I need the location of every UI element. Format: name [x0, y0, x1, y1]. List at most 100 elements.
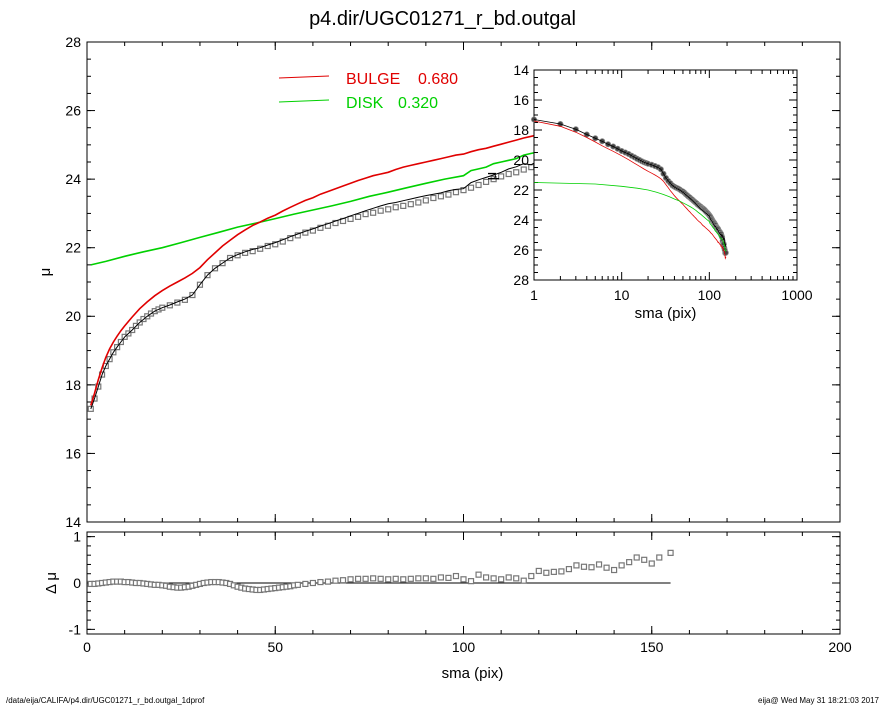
- inset-ytick-label: 26: [513, 242, 529, 258]
- residual-point: [543, 569, 550, 576]
- residual-point: [324, 578, 332, 585]
- inset-panel: 1 10 100 1000 14 16 18 20 22 24 26 28 sma (pix) μ: [483, 62, 813, 322]
- residual-point: [370, 575, 377, 582]
- observed-point: [362, 211, 369, 218]
- inset-ytick-label: 28: [513, 272, 529, 288]
- residual-point: [309, 579, 316, 587]
- observed-point: [377, 207, 384, 214]
- residual-point: [550, 568, 557, 575]
- residual-point: [580, 563, 588, 570]
- residual-point: [482, 574, 490, 581]
- observed-point: [317, 224, 324, 231]
- inset-ytick-label: 20: [513, 152, 529, 168]
- residual-point: [407, 575, 414, 582]
- main-ytick-label: 20: [65, 308, 81, 324]
- residual-point: [452, 572, 460, 580]
- residual-point: [302, 580, 309, 588]
- observed-point: [415, 199, 422, 206]
- inset-xtick-label: 100: [698, 287, 722, 303]
- observed-point: [445, 191, 452, 198]
- residual-point: [573, 562, 580, 569]
- observed-point: [482, 178, 490, 185]
- residual-xtick-label: 100: [452, 639, 476, 655]
- observed-point: [475, 181, 482, 189]
- residual-point: [437, 574, 445, 581]
- residual-point: [656, 554, 663, 561]
- legend-line: [278, 99, 330, 103]
- residual-point: [415, 575, 422, 582]
- residual-point: [565, 565, 573, 573]
- main-ytick-label: 26: [65, 102, 81, 118]
- main-ytick-label: 18: [65, 377, 81, 393]
- observed-point: [498, 173, 505, 180]
- residual-point: [498, 576, 505, 583]
- residual-xtick-label: 200: [828, 639, 852, 655]
- residual-point: [475, 571, 482, 578]
- residual-point: [339, 577, 347, 584]
- residual-xtick-label: 150: [640, 639, 664, 655]
- legend-line: [278, 75, 330, 79]
- residual-point: [467, 578, 475, 585]
- residual-xtick-label: 0: [83, 639, 91, 655]
- inset-xtick-label: 10: [614, 287, 630, 303]
- residual-point: [460, 576, 467, 583]
- residual-point: [377, 575, 384, 582]
- observed-point: [528, 164, 535, 171]
- legend-label: BULGE: [346, 71, 400, 88]
- observed-point: [437, 193, 445, 200]
- observed-point: [249, 248, 256, 255]
- inset-xtick-label: 1: [530, 287, 538, 303]
- main-ytick-label: 16: [65, 445, 81, 461]
- residual-point: [445, 574, 452, 582]
- legend-value: 0.320: [398, 95, 438, 112]
- inset-xtick-label: 1000: [781, 287, 812, 303]
- main-ytick-label: 24: [65, 171, 81, 187]
- residual-point: [513, 575, 520, 582]
- main-ytick-label: 14: [65, 514, 81, 530]
- residual-point: [558, 568, 565, 575]
- inset-ytick-label: 22: [513, 182, 529, 198]
- residual-point: [294, 581, 301, 588]
- inset-ytick-label: 24: [513, 212, 529, 228]
- observed-point: [354, 213, 362, 220]
- residual-point: [528, 572, 535, 580]
- observed-point: [513, 169, 520, 176]
- residual-point: [354, 575, 362, 582]
- inset-ytick-label: 14: [513, 62, 529, 78]
- observed-point: [400, 202, 407, 209]
- observed-point: [520, 166, 527, 173]
- observed-point: [385, 206, 392, 213]
- residual-point: [618, 562, 625, 569]
- observed-point: [505, 170, 512, 178]
- footer-timestamp: eija@ Wed May 31 18:21:03 2017: [758, 696, 879, 705]
- residual-ytick-label: 0: [73, 575, 81, 591]
- main-ylabel: μ: [37, 268, 54, 277]
- residual-point: [641, 556, 648, 563]
- residual-ytick-label: 1: [73, 529, 81, 545]
- inset-disk-line: [533, 182, 727, 252]
- footer-path: /data/eija/CALIFA/p4.dir/UGC01271_r_bd.o…: [6, 696, 205, 705]
- residual-point: [633, 554, 640, 561]
- inset-bulge-line: [533, 120, 727, 260]
- residual-point: [430, 575, 437, 582]
- legend-value: 0.680: [418, 71, 458, 88]
- residual-point: [588, 564, 595, 571]
- residual-point: [535, 567, 542, 575]
- residual-point: [610, 566, 618, 574]
- main-ytick-label: 28: [65, 34, 81, 50]
- observed-point: [460, 187, 467, 194]
- residual-ylabel: Δ μ: [43, 572, 60, 594]
- residual-point: [626, 559, 633, 566]
- residual-point: [422, 575, 429, 582]
- residual-point: [332, 577, 339, 584]
- xlabel: sma (pix): [442, 665, 504, 682]
- residual-point: [648, 560, 655, 567]
- residual-point: [603, 564, 610, 571]
- legend-label: DISK: [346, 95, 384, 112]
- residual-point: [505, 574, 512, 581]
- residual-xtick-label: 50: [267, 639, 283, 655]
- residual-point: [595, 561, 603, 568]
- residual-ytick-label: -1: [69, 621, 82, 637]
- observed-point: [407, 201, 414, 208]
